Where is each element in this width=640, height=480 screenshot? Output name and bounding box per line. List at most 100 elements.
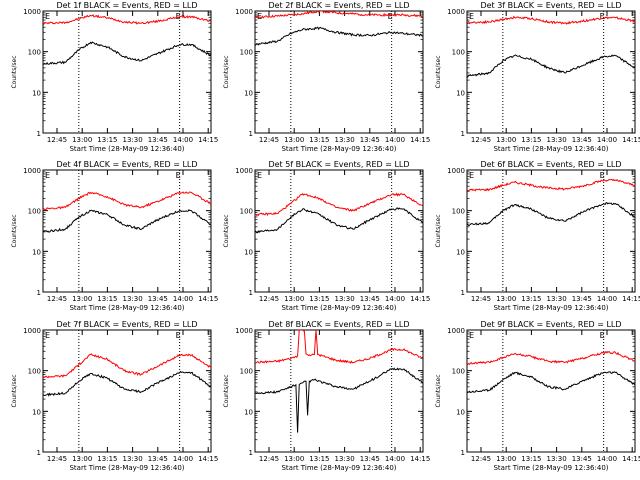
panel-6: Det 6f BLACK = Events, RED = LLD 1 10 100 10… (435, 160, 640, 312)
panel-title: Det 7f BLACK = Events, RED = LLD (56, 320, 197, 329)
x-tick-label: 14:00 (173, 136, 193, 144)
x-tick-label: 14:15 (198, 295, 218, 303)
event-marker-label: E (469, 12, 474, 21)
plot-frame (466, 329, 636, 453)
event-marker-label: E (388, 171, 393, 180)
x-tick-label: 14:00 (385, 295, 405, 303)
x-tick-label: 13:00 (72, 136, 92, 144)
x-tick-label: 14:15 (622, 455, 640, 463)
x-tick-label: 13:00 (284, 455, 304, 463)
y-tick-label: 1000 (447, 8, 465, 16)
x-tick-label: 12:45 (259, 136, 279, 144)
y-tick-label: 1000 (235, 8, 253, 16)
panel-title: Det 6f BLACK = Events, RED = LLD (480, 160, 621, 169)
y-axis-label: Counts/sec (223, 374, 230, 407)
x-tick-label: 13:45 (148, 455, 168, 463)
event-marker-label: E (388, 12, 393, 21)
y-tick-label: 1000 (235, 327, 253, 335)
panel-4: Det 4f BLACK = Events, RED = LLD 1 10 100 10… (11, 160, 218, 312)
y-tick-label: 1000 (235, 167, 253, 175)
events-series-line (43, 370, 211, 397)
panel-1: Det 1f BLACK = Events, RED = LLD 1 10 100 10… (11, 1, 218, 153)
y-tick-label: 1000 (23, 327, 41, 335)
panel-2: Det 2f BLACK = Events, RED = LLD 1 10 100 10… (223, 1, 430, 153)
y-tick-label: 100 (452, 368, 465, 376)
event-marker-label: E (45, 171, 50, 180)
panel-title: Det 9f BLACK = Events, RED = LLD (480, 320, 621, 329)
events-series-line (43, 209, 211, 233)
x-tick-label: 14:15 (622, 136, 640, 144)
x-tick-label: 13:45 (572, 295, 592, 303)
x-tick-label: 13:15 (521, 136, 541, 144)
x-tick-label: 12:45 (471, 455, 491, 463)
plot-frame (42, 10, 212, 134)
event-marker-label: E (388, 331, 393, 340)
x-axis-label: Start Time (28-May-09 12:36:40) (493, 464, 608, 472)
panel-7: Det 7f BLACK = Events, RED = LLD 1 10 100 10… (11, 320, 218, 472)
x-tick-label: 13:00 (496, 455, 516, 463)
x-tick-label: 13:45 (572, 455, 592, 463)
y-tick-label: 1000 (447, 167, 465, 175)
x-tick-label: 13:30 (123, 295, 143, 303)
y-tick-label: 1 (461, 449, 465, 457)
event-marker-label: E (257, 331, 262, 340)
x-tick-label: 14:15 (198, 455, 218, 463)
x-tick-label: 13:00 (496, 136, 516, 144)
x-tick-label: 12:45 (259, 295, 279, 303)
event-marker-label: E (600, 171, 605, 180)
x-tick-label: 13:15 (521, 295, 541, 303)
panel-8: Det 8f BLACK = Events, RED = LLD 1 10 100 10… (223, 320, 430, 472)
y-tick-label: 1 (249, 130, 253, 138)
events-series-line (467, 371, 635, 394)
x-tick-label: 13:30 (123, 455, 143, 463)
x-axis-label: Start Time (28-May-09 12:36:40) (493, 304, 608, 312)
y-tick-label: 1 (37, 130, 41, 138)
x-tick-label: 13:00 (72, 295, 92, 303)
y-tick-label: 100 (240, 208, 253, 216)
y-tick-label: 10 (32, 89, 41, 97)
plot-frame (254, 169, 424, 293)
x-tick-label: 14:15 (622, 295, 640, 303)
y-tick-label: 100 (240, 49, 253, 57)
event-marker-label: E (257, 171, 262, 180)
event-marker-label: E (600, 331, 605, 340)
panel-title: Det 5f BLACK = Events, RED = LLD (268, 160, 409, 169)
x-tick-label: 13:45 (360, 295, 380, 303)
plot-frame (254, 329, 424, 453)
x-tick-label: 13:45 (572, 136, 592, 144)
x-tick-label: 13:15 (97, 136, 117, 144)
event-marker-label: E (469, 331, 474, 340)
panel-title: Det 8f BLACK = Events, RED = LLD (268, 320, 409, 329)
x-tick-label: 13:30 (123, 136, 143, 144)
y-tick-label: 1 (249, 449, 253, 457)
x-axis-label: Start Time (28-May-09 12:36:40) (69, 304, 184, 312)
y-tick-label: 10 (456, 408, 465, 416)
y-tick-label: 100 (452, 49, 465, 57)
events-series-line (43, 41, 211, 65)
x-tick-label: 14:00 (597, 295, 617, 303)
x-axis-label: Start Time (28-May-09 12:36:40) (281, 464, 396, 472)
panel-title: Det 3f BLACK = Events, RED = LLD (480, 1, 621, 10)
plot-frame (466, 10, 636, 134)
y-tick-label: 1000 (23, 167, 41, 175)
x-tick-label: 14:15 (410, 455, 430, 463)
x-tick-label: 12:45 (471, 136, 491, 144)
x-tick-label: 14:00 (173, 455, 193, 463)
x-tick-label: 12:45 (47, 136, 67, 144)
x-tick-label: 13:15 (97, 295, 117, 303)
events-series-line (467, 54, 635, 78)
event-marker-label: E (45, 12, 50, 21)
event-marker-label: E (257, 12, 262, 21)
plot-frame (466, 169, 636, 293)
x-axis-label: Start Time (28-May-09 12:36:40) (281, 304, 396, 312)
x-tick-label: 13:45 (148, 295, 168, 303)
y-axis-label: Counts/sec (223, 214, 230, 247)
y-tick-label: 100 (452, 208, 465, 216)
lld-series-line (43, 353, 211, 379)
y-tick-label: 1000 (23, 8, 41, 16)
y-tick-label: 10 (244, 248, 253, 256)
plot-frame (42, 329, 212, 453)
x-tick-label: 13:00 (284, 295, 304, 303)
y-tick-label: 10 (32, 408, 41, 416)
